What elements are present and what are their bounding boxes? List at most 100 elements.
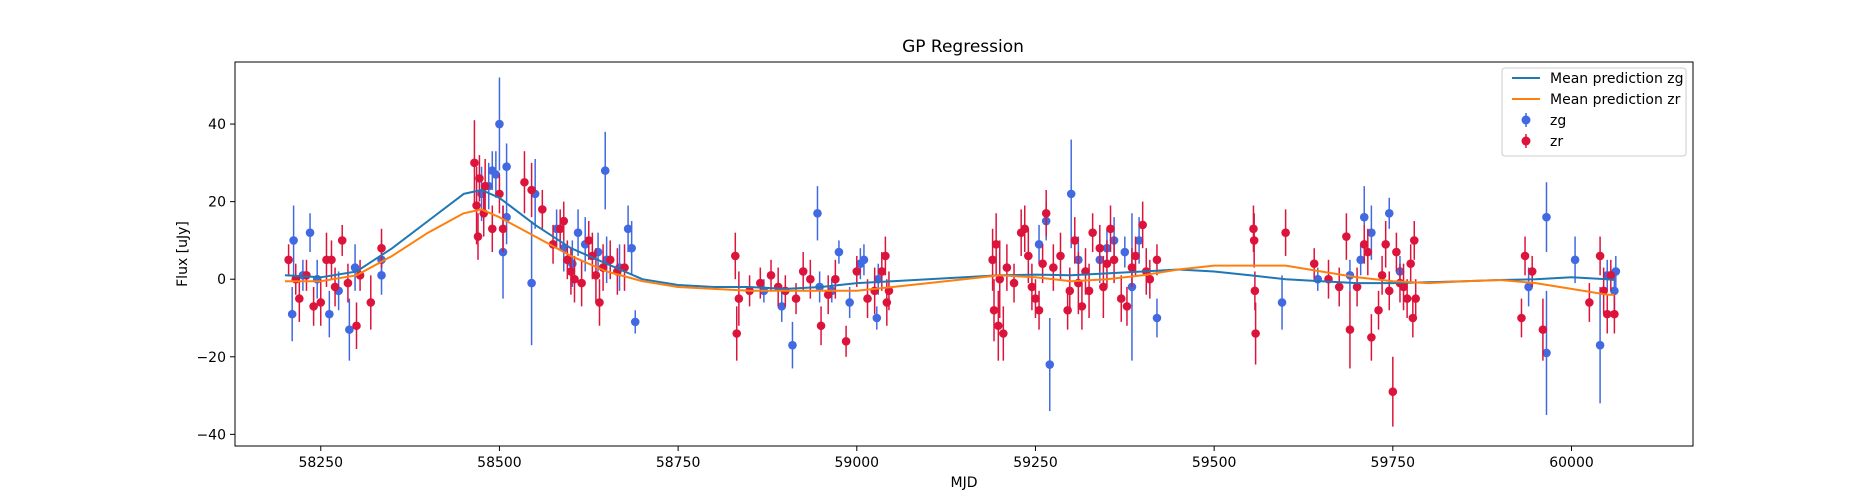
x-tick-label: 59500 [1192,455,1237,471]
data-point-zr [591,271,601,280]
data-point-zr [1381,240,1390,249]
data-point-zg [1384,208,1394,218]
x-tick-label: 58500 [477,455,522,471]
data-point-zr [520,177,529,187]
data-point-zg [872,313,882,323]
data-point-zr [884,286,894,296]
data-point-zr [559,216,569,226]
data-point-zr [1122,302,1132,311]
data-point-zg [1356,255,1365,265]
data-point-zg [1610,286,1619,296]
data-point-zr [1538,325,1548,334]
data-point-zr [1602,309,1612,319]
data-point-zg [845,298,854,307]
data-point-zg [1524,282,1533,292]
data-point-zr [1585,298,1594,307]
legend: Mean prediction zg Mean prediction zr zg… [1501,67,1687,157]
data-point-zr [1520,251,1530,261]
data-point-zr [1024,251,1033,261]
data-point-zr [1363,247,1373,257]
data-point-zr [1352,282,1362,292]
data-point-zr [472,201,481,210]
data-point-zr [555,224,565,234]
x-axis-label: MJD [951,475,978,491]
data-point-zr [563,255,572,265]
data-point-zg [345,325,354,334]
data-point-zg [495,119,504,129]
data-point-zr [734,294,744,303]
data-point-zg [527,278,536,288]
data-point-zr [473,232,483,241]
x-tick-label: 59250 [1013,455,1058,471]
data-point-zr [1009,278,1019,288]
data-point-zr [1063,305,1072,315]
data-point-zg [1277,298,1287,307]
data-point-zr [999,329,1008,338]
plot-marks [284,77,1621,427]
x-tick-label: 60000 [1549,455,1594,471]
data-point-zr [487,224,497,234]
data-point-zg [1045,360,1055,369]
data-point-zr [1077,302,1087,311]
data-point-zr [595,298,604,307]
data-point-zr [337,236,347,245]
data-point-zr [1334,282,1344,292]
data-point-zr [1056,251,1065,261]
data-point-zr [1606,271,1616,280]
data-point-zr [1281,228,1290,237]
chart-title: GP Regression [902,37,1024,57]
data-point-zr [1388,387,1398,396]
data-point-zr [816,321,826,331]
data-point-zr [1342,232,1351,241]
data-point-zr [1070,236,1080,245]
data-point-zr [1084,286,1094,296]
data-point-zr [1088,228,1097,237]
data-point-zr [989,305,999,315]
x-tick-label: 58750 [656,455,701,471]
data-point-zg [1367,228,1376,237]
data-point-zr [730,251,740,261]
data-point-zr [1145,274,1155,284]
data-point-zr [605,255,615,265]
data-point-zr [831,274,840,284]
data-point-zr [1020,224,1030,234]
data-point-zr [798,267,808,276]
data-point-zr [1250,286,1260,296]
data-point-zg [859,255,869,265]
data-point-zg [289,236,298,245]
y-tick-label: −20 [196,350,226,366]
data-point-zr [1517,313,1526,323]
data-point-zr [1367,333,1376,342]
data-point-zg [813,208,822,218]
data-point-zr [882,298,892,307]
series-zr [284,120,1619,427]
data-point-zr [284,255,293,265]
data-point-zr [1402,294,1412,303]
data-point-zg [777,302,787,311]
data-point-zr [1065,286,1075,296]
y-tick-label: 0 [217,272,226,288]
data-point-zg [1595,340,1605,350]
data-point-zr [1049,263,1058,272]
data-point-zr [527,185,536,195]
data-point-zr [1251,329,1260,338]
data-point-zr [881,251,890,261]
legend-label-mean-zg: Mean prediction zg [1550,71,1684,87]
series-zg [287,77,1621,415]
y-tick-label: 20 [208,195,226,211]
data-point-zr [1384,286,1394,296]
legend-box [1501,67,1687,157]
line-mean-prediction-zr [285,208,1615,296]
data-point-zg [1542,348,1551,358]
data-point-zr [1399,282,1408,292]
data-point-zr [1106,224,1115,234]
data-point-zr [1309,259,1319,268]
data-point-zr [1377,271,1387,280]
data-point-zr [316,298,326,307]
data-point-zr [1116,294,1126,303]
data-point-zr [1027,282,1037,292]
data-point-zr [1152,255,1162,265]
data-point-zr [852,267,862,276]
data-point-zr [1138,220,1147,230]
data-point-zr [295,294,304,303]
